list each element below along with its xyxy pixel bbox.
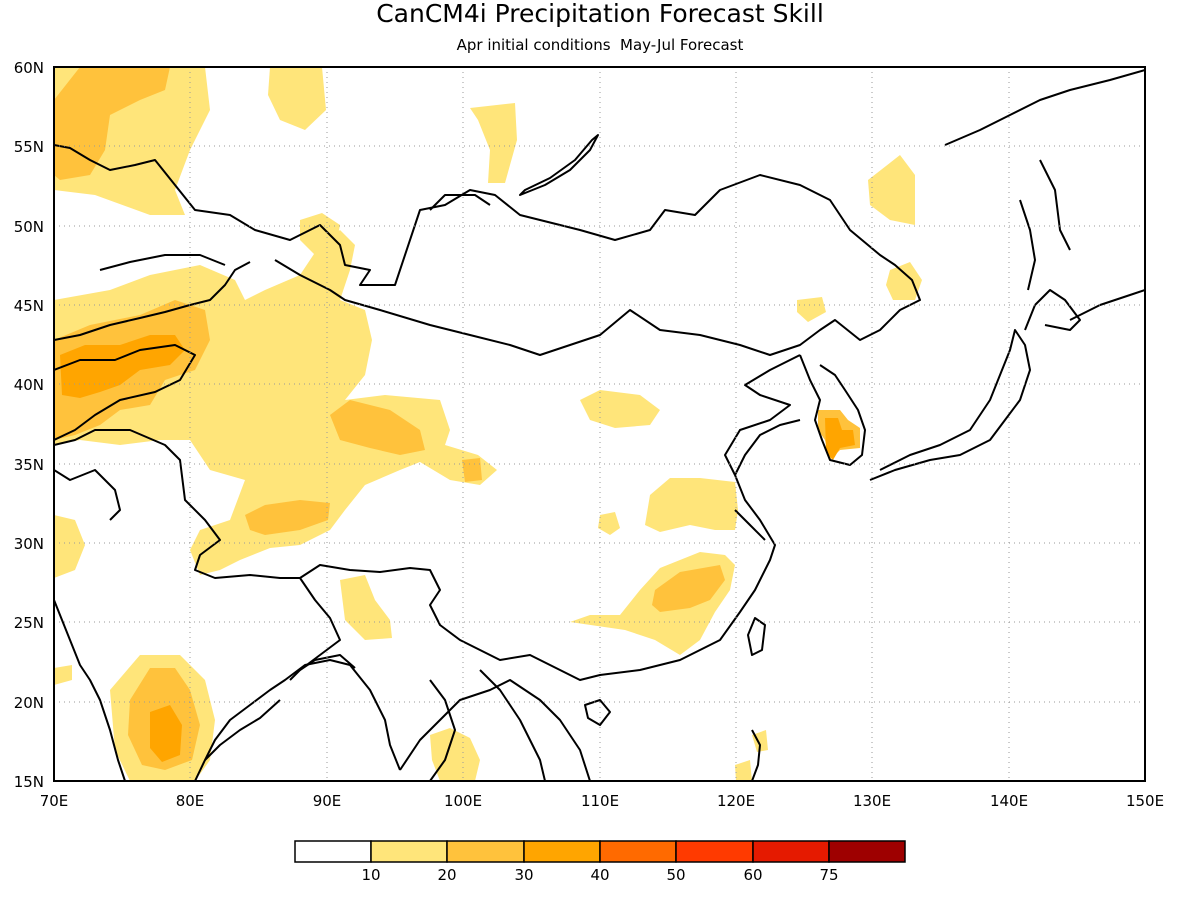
legend-swatch [752,840,830,863]
legend-label: 60 [743,866,762,884]
map-plot-area [53,66,1146,782]
lon-tick-label: 120E [717,792,755,810]
map-frame [53,66,1146,782]
lon-tick-labels: 70E 80E 90E 100E 110E 120E 130E 140E 150… [40,792,1164,810]
coastlines [54,69,1145,781]
legend-labels: 10 20 30 40 50 60 75 [361,866,838,884]
lat-tick-label: 30N [14,535,44,553]
lon-tick-label: 110E [581,792,619,810]
legend-label: 40 [590,866,609,884]
lat-tick-labels: 15N 20N 25N 30N 35N 40N 45N 50N 55N 60N [14,59,44,791]
shading-30-40 [60,335,855,762]
legend-swatch [523,840,601,863]
lat-tick-label: 15N [14,773,44,791]
lon-tick-label: 100E [444,792,482,810]
lat-tick-label: 50N [14,218,44,236]
map-subtitle: Apr initial conditions May-Jul Forecast [457,36,744,54]
legend-swatch [599,840,677,863]
lat-tick-label: 25N [14,614,44,632]
lon-tick-label: 70E [40,792,69,810]
legend-swatch [828,840,906,863]
graticule [54,67,1145,781]
lon-tick-label: 80E [176,792,205,810]
legend-label: 20 [437,866,456,884]
lat-tick-label: 60N [14,59,44,77]
lat-tick-label: 20N [14,694,44,712]
legend-label: 50 [666,866,685,884]
map-title: CanCM4i Precipitation Forecast Skill [376,0,824,28]
lat-tick-label: 55N [14,138,44,156]
legend-swatch [370,840,448,863]
legend-swatch [675,840,754,863]
color-legend [294,840,906,863]
lat-tick-label: 35N [14,456,44,474]
lat-tick-label: 40N [14,376,44,394]
legend-label: 75 [819,866,838,884]
lat-tick-label: 45N [14,297,44,315]
lon-tick-label: 140E [990,792,1028,810]
lon-tick-label: 90E [313,792,342,810]
skill-shading [54,67,922,781]
lon-tick-label: 130E [853,792,891,810]
legend-label: 10 [361,866,380,884]
legend-swatch [446,840,525,863]
legend-swatch [294,840,372,863]
legend-label: 30 [514,866,533,884]
lon-tick-label: 150E [1126,792,1164,810]
